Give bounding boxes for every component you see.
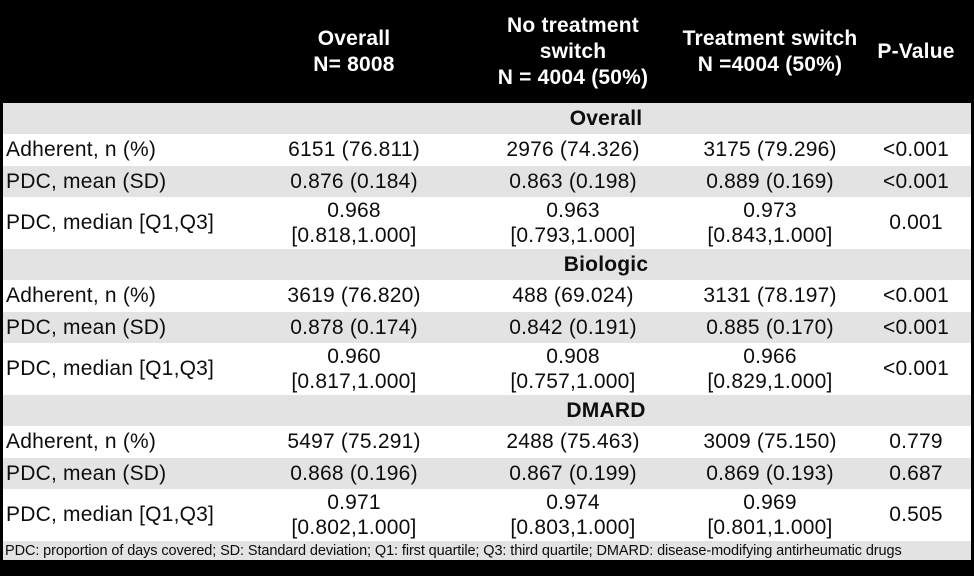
cell-pvalue: <0.001: [882, 284, 949, 307]
row-label: PDC, median [Q1,Q3]: [6, 357, 215, 380]
cell-overall: 0.960 [0.817,1.000]: [291, 345, 417, 393]
table-row: PDC, mean (SD) 0.868 (0.196) 0.867 (0.19…: [3, 458, 971, 489]
footnote: PDC: proportion of days covered; SD: Sta…: [5, 542, 902, 559]
cell-overall: 6151 (76.811): [288, 138, 420, 161]
row-label: PDC, median [Q1,Q3]: [6, 211, 215, 234]
cell-switch: 0.966 [0.829,1.000]: [707, 345, 833, 393]
cell-overall: 5497 (75.291): [287, 430, 421, 453]
cell-switch: 0.869 (0.193): [706, 461, 834, 485]
cell-no-switch: 488 (69.024): [512, 284, 634, 307]
cell-overall: 0.971 [0.802,1.000]: [291, 491, 417, 539]
cell-overall: 0.878 (0.174): [290, 315, 418, 339]
results-table: Overall N= 8008 No treatment switch N = …: [3, 0, 971, 560]
cell-pvalue: 0.687: [889, 461, 943, 485]
table-row: PDC, mean (SD) 0.878 (0.174) 0.842 (0.19…: [3, 312, 971, 343]
section-header-row: DMARD: [3, 395, 971, 426]
table-row: PDC, median [Q1,Q3] 0.960 [0.817,1.000] …: [3, 343, 971, 395]
section-header-row: Biologic: [3, 249, 971, 280]
col-header-pvalue: P-Value: [861, 0, 971, 103]
row-label: Adherent, n (%): [6, 284, 157, 307]
section-title-overall: Overall: [569, 106, 643, 130]
cell-no-switch: 2976 (74.326): [506, 138, 640, 161]
table-row: PDC, mean (SD) 0.876 (0.184) 0.863 (0.19…: [3, 166, 971, 197]
cell-switch: 3131 (78.197): [703, 284, 837, 307]
section-title-biologic: Biologic: [563, 252, 649, 276]
row-label: PDC, median [Q1,Q3]: [6, 503, 215, 526]
cell-overall: 0.968 [0.818,1.000]: [291, 199, 417, 247]
section-spacer: [3, 103, 241, 134]
cell-pvalue: <0.001: [882, 169, 949, 193]
cell-overall: 3619 (76.820): [287, 284, 421, 307]
row-label: Adherent, n (%): [6, 138, 157, 161]
cell-overall: 0.868 (0.196): [290, 461, 418, 485]
cell-switch: 0.889 (0.169): [706, 169, 834, 193]
cell-no-switch: 0.867 (0.199): [509, 461, 637, 485]
row-label: PDC, mean (SD): [6, 169, 167, 193]
cell-no-switch: 0.974 [0.803,1.000]: [510, 491, 636, 539]
table-row: PDC, median [Q1,Q3] 0.968 [0.818,1.000] …: [3, 197, 971, 249]
section-title-dmard: DMARD: [566, 398, 646, 422]
cell-pvalue: 0.001: [889, 211, 943, 234]
cell-switch: 0.885 (0.170): [706, 315, 834, 339]
table-row: Adherent, n (%) 6151 (76.811) 2976 (74.3…: [3, 134, 971, 166]
col-header-overall: Overall N= 8008: [241, 0, 467, 103]
cell-pvalue: <0.001: [882, 138, 949, 161]
row-label: PDC, mean (SD): [6, 461, 167, 485]
cell-pvalue: 0.779: [889, 430, 943, 453]
cell-no-switch: 0.842 (0.191): [509, 315, 637, 339]
cell-overall: 0.876 (0.184): [290, 169, 418, 193]
cell-no-switch: 2488 (75.463): [506, 430, 640, 453]
table-row: Adherent, n (%) 3619 (76.820) 488 (69.02…: [3, 280, 971, 312]
section-spacer: [3, 249, 241, 280]
cell-pvalue: 0.505: [889, 503, 943, 526]
row-label: Adherent, n (%): [6, 430, 157, 453]
col-header-switch: Treatment switch N =4004 (50%): [679, 0, 861, 103]
cell-switch: 0.973 [0.843,1.000]: [707, 199, 833, 247]
cell-switch: 0.969 [0.801,1.000]: [707, 491, 833, 539]
cell-pvalue: <0.001: [882, 357, 949, 380]
section-header-row: Overall: [3, 103, 971, 134]
section-spacer: [3, 395, 241, 426]
row-label: PDC, mean (SD): [6, 315, 167, 339]
header-row: Overall N= 8008 No treatment switch N = …: [3, 0, 971, 103]
col-header-no-switch: No treatment switch N = 4004 (50%): [467, 0, 679, 103]
table-row: Adherent, n (%) 5497 (75.291) 2488 (75.4…: [3, 426, 971, 458]
cell-pvalue: <0.001: [882, 315, 949, 339]
cell-no-switch: 0.863 (0.198): [509, 169, 637, 193]
cell-switch: 3009 (75.150): [703, 430, 837, 453]
footnote-row: PDC: proportion of days covered; SD: Sta…: [3, 541, 971, 560]
cell-switch: 3175 (79.296): [703, 138, 837, 161]
header-cell-empty: [3, 0, 241, 103]
cell-no-switch: 0.963 [0.793,1.000]: [510, 199, 636, 247]
cell-no-switch: 0.908 [0.757,1.000]: [510, 345, 636, 393]
table-row: PDC, median [Q1,Q3] 0.971 [0.802,1.000] …: [3, 489, 971, 541]
